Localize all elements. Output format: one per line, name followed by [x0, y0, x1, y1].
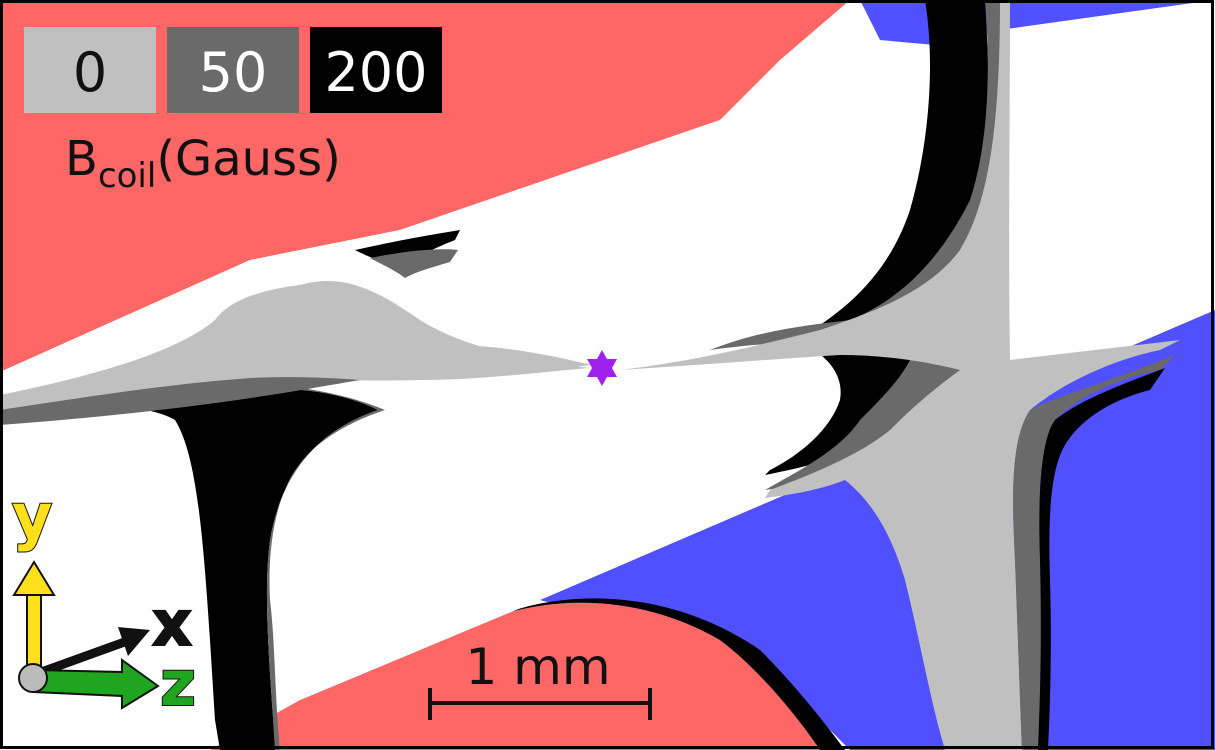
legend-quantity-unit: (Gauss)	[156, 131, 341, 187]
z-axis-arrow	[33, 658, 160, 710]
shadow-bottom-lobe	[500, 598, 845, 750]
y-axis-arrowhead	[12, 560, 56, 596]
right-column-gray	[710, 0, 1003, 490]
legend-quantity-main: B	[65, 131, 98, 187]
left-spike-gray	[370, 249, 458, 278]
axis-triad: y x z	[11, 479, 197, 721]
scale-bar-label: 1 mm	[465, 638, 610, 696]
y-axis-shaft	[26, 591, 42, 675]
legend-label-200: 200	[324, 41, 427, 104]
x-axis-arrowhead	[118, 627, 150, 656]
legend-quantity: Bcoil(Gauss)	[65, 131, 341, 196]
scale-bar: 1 mm	[428, 638, 652, 720]
z-axis-label: z	[160, 647, 196, 720]
axis-origin	[18, 663, 48, 693]
x-axis-label: x	[152, 587, 192, 660]
legend-swatch-50	[167, 27, 299, 113]
left-flare-shadow	[0, 377, 360, 425]
six-point-star-icon	[587, 350, 617, 386]
legend: 0 50 200 Bcoil(Gauss)	[24, 27, 442, 196]
right-column-lightgray	[620, 0, 1180, 750]
legend-label-50: 50	[199, 41, 268, 104]
right-lobe-gray-lower	[1013, 355, 1175, 750]
y-axis-label: y	[12, 480, 52, 553]
legend-swatch-200	[310, 27, 442, 113]
x-axis-shaft	[34, 635, 132, 679]
legend-quantity-sub: coil	[98, 156, 156, 196]
red-region-bottom	[210, 602, 820, 750]
left-lobe-black	[0, 388, 378, 750]
legend-swatch-0	[24, 27, 156, 113]
legend-label-0: 0	[73, 41, 107, 104]
